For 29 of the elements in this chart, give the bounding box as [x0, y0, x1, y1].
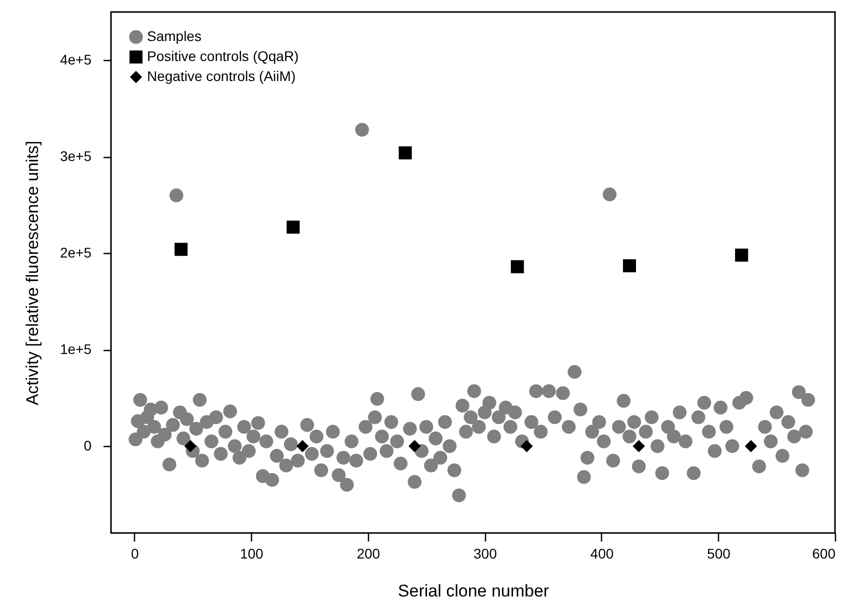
y-tick-label: 1e+5: [60, 341, 92, 358]
x-tick-label: 600: [812, 546, 836, 562]
y-axis-title: Activity [relative fluorescence units]: [22, 140, 42, 406]
point: [286, 220, 300, 234]
x-axis-title: Serial clone number: [398, 582, 550, 600]
y-tick-label: 3e+5: [60, 148, 92, 164]
y-tick-label: 4e+5: [60, 52, 92, 68]
point: [184, 440, 197, 452]
x-tick-label: 0: [130, 546, 139, 562]
point: [622, 259, 636, 272]
point: [520, 440, 533, 452]
point: [174, 242, 188, 256]
point: [735, 248, 748, 262]
x-tick-label: 200: [356, 546, 380, 562]
point: [408, 440, 421, 452]
legend-label: Positive controls (QqaR): [147, 48, 299, 64]
point: [632, 440, 645, 452]
point: [510, 260, 524, 274]
x-tick-label: 400: [590, 546, 614, 562]
x-tick-label: 100: [240, 546, 264, 562]
legend-label: Negative controls (AiiM): [147, 68, 296, 84]
y-tick-label: 0: [84, 438, 92, 454]
point: [744, 440, 758, 452]
x-tick-label: 500: [707, 546, 731, 562]
point: [398, 146, 412, 160]
legend-label: Samples: [147, 28, 202, 44]
y-tick-label: 2e+5: [60, 244, 92, 261]
x-tick-label: 300: [474, 546, 498, 562]
point: [296, 440, 309, 452]
